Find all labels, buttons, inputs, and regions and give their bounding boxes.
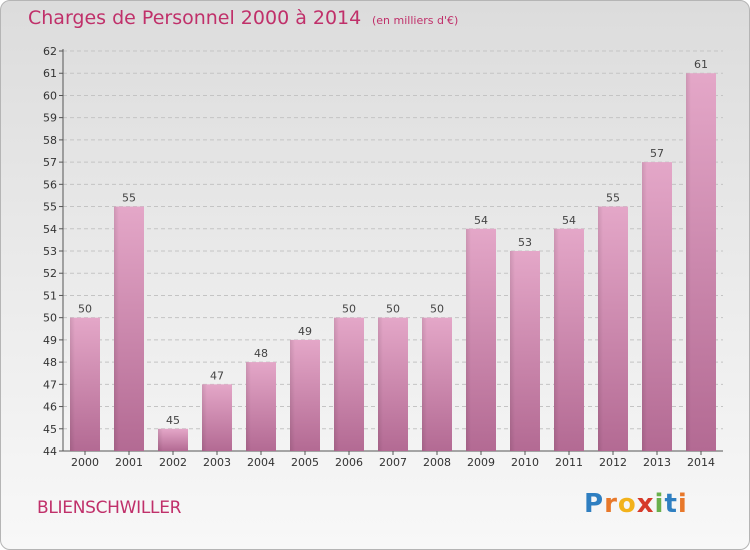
data-label: 61 — [694, 58, 708, 71]
x-tick-label: 2004 — [247, 456, 275, 469]
data-label: 50 — [78, 303, 92, 316]
bar-shade — [334, 317, 339, 451]
y-tick-label: 56 — [43, 178, 57, 191]
brand-letter: r — [604, 489, 618, 519]
bar-shade — [510, 251, 515, 451]
y-tick-label: 54 — [43, 223, 57, 236]
data-label: 50 — [386, 303, 400, 316]
data-label: 47 — [210, 369, 224, 382]
bar-shade — [246, 362, 251, 451]
y-tick-label: 48 — [43, 356, 57, 369]
brand-letter: t — [664, 489, 678, 519]
brand-letter: i — [654, 489, 665, 519]
bar-shade — [290, 339, 295, 451]
bar-shade — [422, 317, 427, 451]
data-label: 54 — [474, 214, 488, 227]
data-label: 55 — [122, 192, 136, 205]
bar-shade — [642, 162, 647, 451]
y-tick-label: 44 — [43, 445, 57, 458]
data-label: 57 — [650, 147, 664, 160]
proxiti-logo: Proxiti — [584, 489, 688, 519]
data-label: 55 — [606, 192, 620, 205]
x-tick-label: 2001 — [115, 456, 143, 469]
x-tick-label: 2005 — [291, 456, 319, 469]
x-tick-label: 2014 — [687, 456, 715, 469]
x-tick-label: 2009 — [467, 456, 495, 469]
data-label: 50 — [342, 303, 356, 316]
y-tick-label: 49 — [43, 334, 57, 347]
x-tick-label: 2008 — [423, 456, 451, 469]
y-tick-label: 59 — [43, 112, 57, 125]
x-tick-label: 2011 — [555, 456, 583, 469]
y-tick-label: 47 — [43, 378, 57, 391]
y-tick-label: 50 — [43, 312, 57, 325]
bar-shade — [158, 428, 163, 451]
data-label: 49 — [298, 325, 312, 338]
x-tick-label: 2003 — [203, 456, 231, 469]
bar-shade — [114, 206, 119, 451]
bar-shade — [598, 206, 603, 451]
y-tick-label: 45 — [43, 423, 57, 436]
bar — [158, 428, 188, 451]
bar-shade — [686, 73, 691, 451]
chart-title: Charges de Personnel 2000 à 2014 — [28, 7, 362, 29]
y-tick-label: 61 — [43, 67, 57, 80]
bar-shade — [554, 228, 559, 451]
brand-letter: i — [677, 489, 688, 519]
data-label: 54 — [562, 214, 576, 227]
y-tick-label: 51 — [43, 289, 57, 302]
y-tick-label: 57 — [43, 156, 57, 169]
data-label: 48 — [254, 347, 268, 360]
bar-shade — [70, 317, 75, 451]
bar-shade — [202, 384, 207, 451]
y-tick-label: 46 — [43, 401, 57, 414]
y-tick-label: 62 — [43, 45, 57, 58]
brand-letter: o — [617, 489, 637, 519]
y-tick-label: 60 — [43, 89, 57, 102]
y-tick-label: 58 — [43, 134, 57, 147]
x-tick-label: 2010 — [511, 456, 539, 469]
bar-shade — [466, 228, 471, 451]
data-label: 50 — [430, 303, 444, 316]
chart-subtitle: (en milliers d'€) — [372, 14, 459, 27]
data-label: 53 — [518, 236, 532, 249]
commune-name: BLIENSCHWILLER — [37, 498, 182, 518]
bar-shade — [378, 317, 383, 451]
x-tick-label: 2013 — [643, 456, 671, 469]
brand-letter: x — [636, 489, 655, 519]
x-tick-label: 2012 — [599, 456, 627, 469]
data-label: 45 — [166, 414, 180, 427]
x-tick-label: 2006 — [335, 456, 363, 469]
y-tick-label: 55 — [43, 201, 57, 214]
y-tick-label: 52 — [43, 267, 57, 280]
x-tick-label: 2007 — [379, 456, 407, 469]
x-tick-label: 2002 — [159, 456, 187, 469]
y-tick-label: 53 — [43, 245, 57, 258]
brand-letter: P — [584, 489, 605, 519]
x-tick-label: 2000 — [71, 456, 99, 469]
